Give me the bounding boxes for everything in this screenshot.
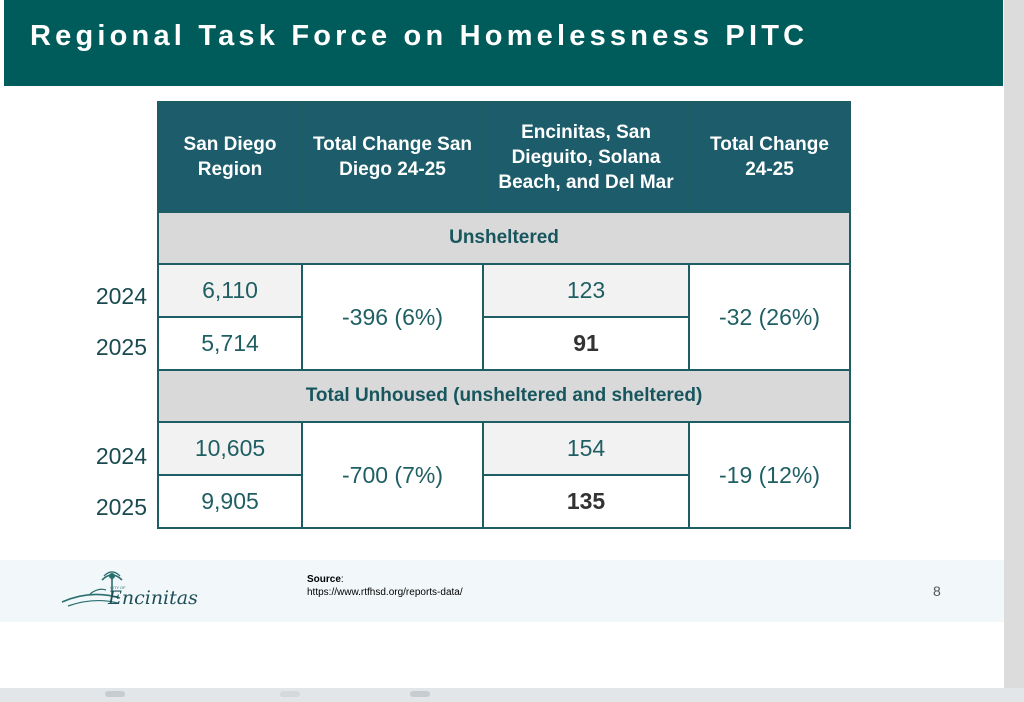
window-edge: [1004, 0, 1024, 702]
strip-dot: [280, 691, 300, 697]
source-colon: :: [340, 574, 344, 585]
header-total-change-san-diego: Total Change San Diego 24-25: [301, 101, 484, 213]
cell-sd-change: -396 (6%): [301, 263, 484, 371]
cell-sd-value: 9,905: [157, 474, 303, 529]
slide-header: Regional Task Force on Homelessness PITC: [4, 0, 1003, 86]
year-label: 2024: [95, 283, 147, 309]
slide-title: Regional Task Force on Homelessness PITC: [30, 20, 809, 52]
year-label: 2025: [95, 334, 147, 360]
logo-text: Encinitas: [108, 587, 198, 609]
strip-dot: [105, 691, 125, 697]
cell-sd-value: 10,605: [157, 421, 303, 476]
table-row: 6,110 -396 (6%) 123 -32 (26%): [157, 263, 851, 371]
taskbar-strip: [0, 688, 1024, 702]
section-row: Total Unhoused (unsheltered and sheltere…: [157, 369, 851, 423]
source-url: https://www.rtfhsd.org/reports-data/: [307, 587, 463, 598]
section-unsheltered: Unsheltered: [157, 211, 851, 265]
year-label: 2024: [95, 443, 147, 469]
pitc-table: San Diego Region Total Change San Diego …: [157, 101, 851, 529]
section-total-unhoused: Total Unhoused (unsheltered and sheltere…: [157, 369, 851, 423]
strip-dot: [410, 691, 430, 697]
cell-sd-value: 6,110: [157, 263, 303, 318]
cell-local-change: -19 (12%): [688, 421, 851, 529]
cell-local-value: 123: [482, 263, 690, 318]
cell-sd-change: -700 (7%): [301, 421, 484, 529]
page-number: 8: [933, 583, 941, 599]
cell-local-value: 91: [482, 316, 690, 371]
year-label: 2025: [95, 494, 147, 520]
table-header-row: San Diego Region Total Change San Diego …: [157, 101, 851, 213]
section-row: Unsheltered: [157, 211, 851, 265]
encinitas-logo-icon: CITY OF: [61, 571, 126, 607]
table-row: 9,905 135: [157, 474, 850, 529]
header-total-change-local: Total Change 24-25: [688, 101, 851, 213]
source-label: Source: [307, 574, 341, 585]
header-san-diego-region: San Diego Region: [157, 101, 303, 213]
table-row: 5,714 91: [157, 316, 850, 371]
cell-local-value: 154: [482, 421, 690, 476]
header-encinitas-area: Encinitas, San Dieguito, Solana Beach, a…: [482, 101, 690, 213]
cell-local-change: -32 (26%): [688, 263, 851, 371]
footer-band: [0, 560, 1004, 622]
source-note: Source: https://www.rtfhsd.org/reports-d…: [307, 573, 463, 599]
logo-small-text: CITY OF: [110, 585, 126, 590]
cell-sd-value: 5,714: [157, 316, 303, 371]
table-row: 10,605 -700 (7%) 154 -19 (12%): [157, 421, 851, 529]
cell-local-value: 135: [482, 474, 690, 529]
